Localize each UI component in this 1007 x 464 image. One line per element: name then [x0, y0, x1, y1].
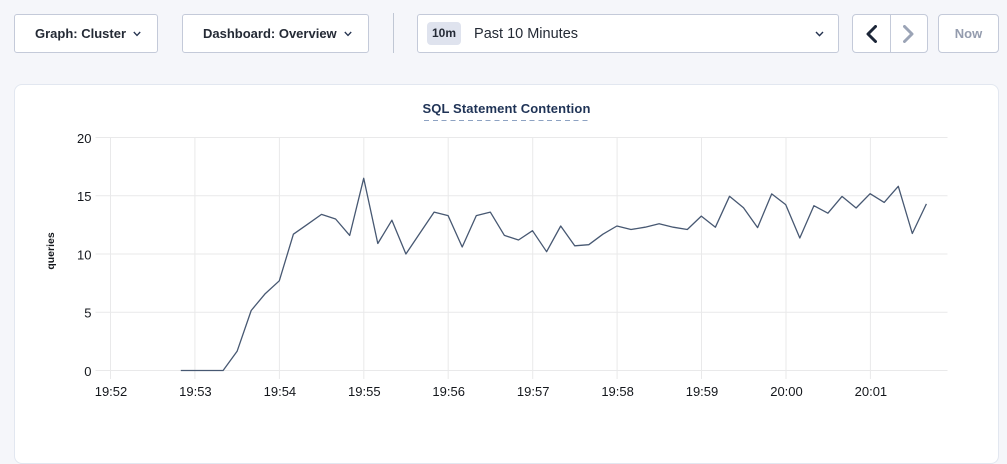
svg-text:20:01: 20:01	[855, 384, 888, 399]
svg-text:19:58: 19:58	[601, 384, 634, 399]
svg-text:19:53: 19:53	[179, 384, 212, 399]
svg-text:19:54: 19:54	[264, 384, 297, 399]
svg-text:0: 0	[84, 364, 91, 379]
svg-text:19:59: 19:59	[686, 384, 719, 399]
svg-text:20: 20	[77, 131, 91, 146]
svg-text:15: 15	[77, 189, 91, 204]
svg-text:10: 10	[77, 248, 91, 263]
svg-text:5: 5	[84, 306, 91, 321]
svg-text:19:52: 19:52	[95, 384, 128, 399]
svg-text:19:55: 19:55	[348, 384, 381, 399]
svg-text:19:57: 19:57	[517, 384, 550, 399]
svg-text:19:56: 19:56	[432, 384, 465, 399]
svg-text:20:00: 20:00	[770, 384, 803, 399]
svg-text:queries: queries	[45, 232, 57, 270]
